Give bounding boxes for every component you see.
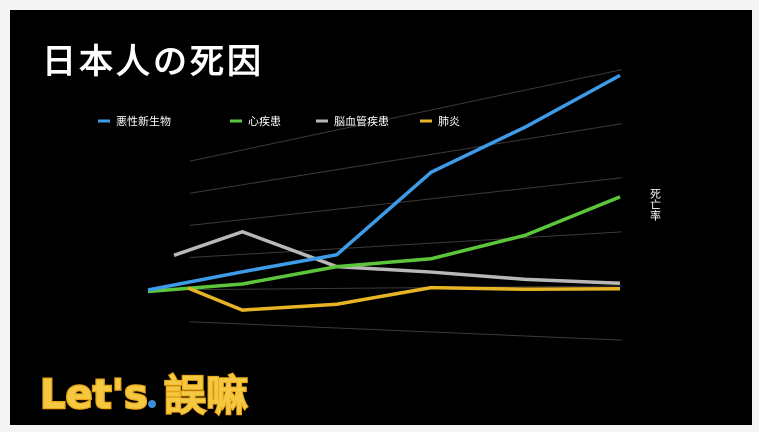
- chart: 悪性新生物 心疾患 脳血管疾患 肺炎 死亡率: [98, 69, 662, 341]
- series-4: [187, 285, 621, 312]
- logo-latin-text: Let's: [40, 372, 148, 418]
- legend-item: 脳血管疾患: [316, 114, 389, 128]
- gridline: [189, 69, 623, 162]
- series-line: [173, 230, 621, 286]
- gridline: [189, 177, 623, 226]
- chart-gridlines: [189, 69, 623, 341]
- legend-label: 肺炎: [438, 115, 460, 128]
- series-line: [147, 195, 621, 294]
- logo-cjk-text: 誤嘛: [164, 371, 248, 420]
- gridline: [189, 285, 623, 291]
- logo-accent-dot: [148, 400, 156, 408]
- series-line: [147, 73, 621, 292]
- chart-series: [147, 73, 621, 312]
- legend-label: 悪性新生物: [116, 114, 171, 128]
- y-axis-label: 死亡率: [649, 188, 662, 222]
- series-1: [147, 73, 621, 292]
- gridline: [189, 321, 623, 341]
- series-2: [147, 195, 621, 294]
- legend-label: 心疾患: [248, 114, 281, 128]
- gridline: [189, 231, 623, 259]
- legend-item: 心疾患: [230, 114, 281, 128]
- series-line: [187, 285, 621, 312]
- gridline: [189, 123, 623, 194]
- lets-logo: Let's 誤嘛: [39, 370, 249, 421]
- chart-legend: 悪性新生物 心疾患 脳血管疾患 肺炎: [98, 114, 460, 128]
- legend-label: 脳血管疾患: [334, 114, 389, 128]
- series-3: [173, 230, 621, 286]
- legend-item: 悪性新生物: [98, 114, 171, 128]
- legend-item: 肺炎: [420, 115, 460, 128]
- slide: 日本人の死因 悪性新生物 心疾患 脳血管疾患 肺炎 死亡率 Let's 誤嘛: [10, 10, 752, 425]
- slide-title: 日本人の死因: [42, 42, 264, 82]
